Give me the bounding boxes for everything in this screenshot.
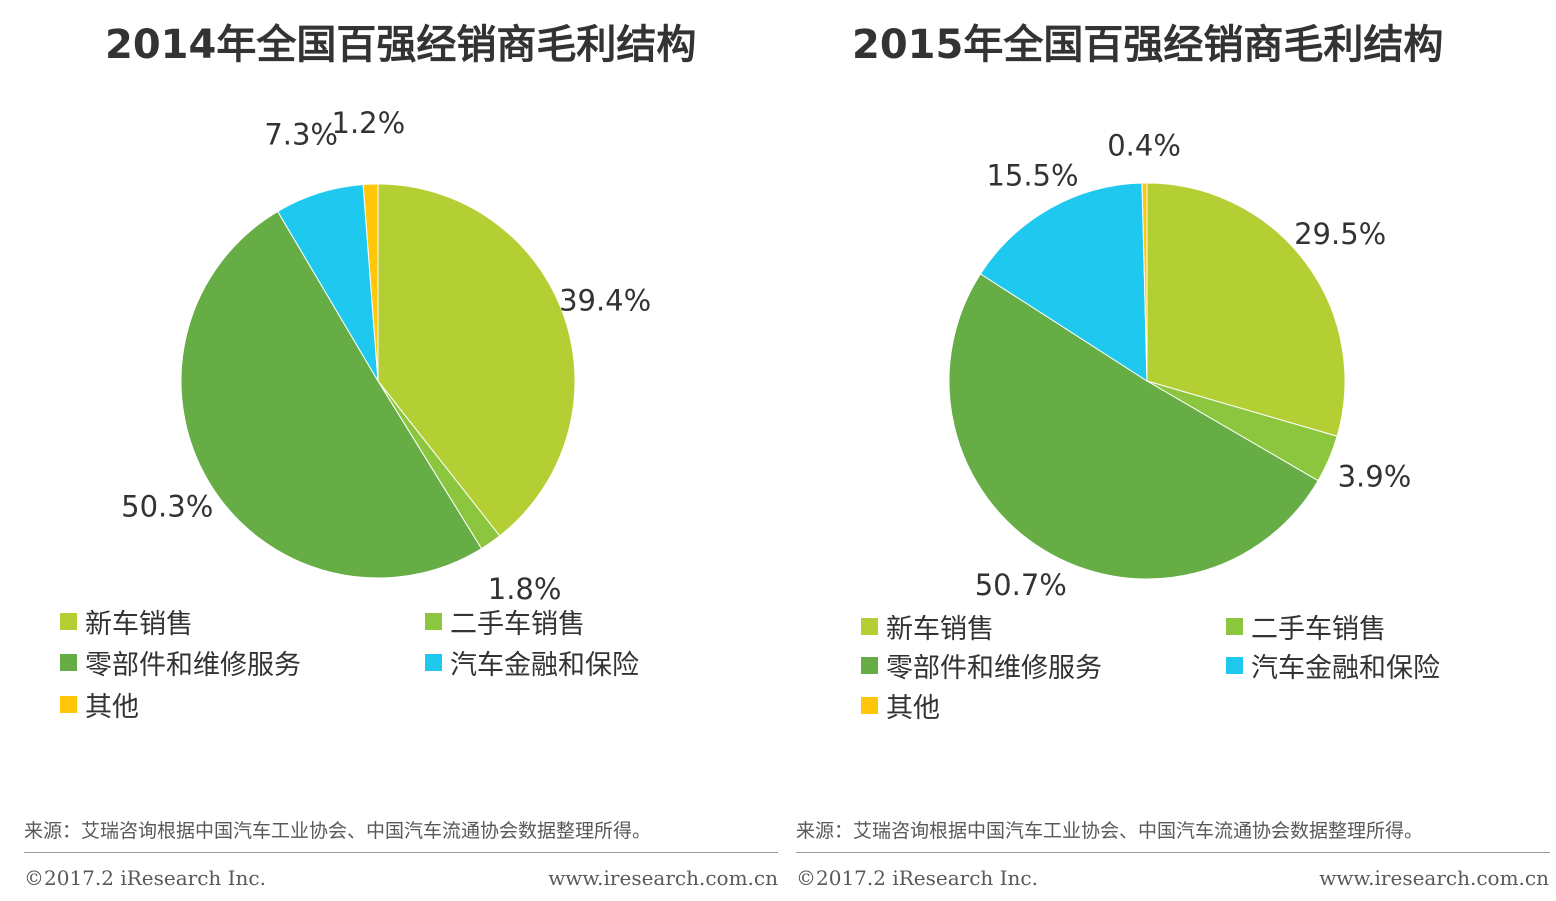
chart-title: 2014年全国百强经销商毛利结构: [105, 22, 697, 68]
legend-swatch: [425, 654, 442, 671]
chart-panel-2015: 2015年全国百强经销商毛利结构 29.5% 3.9% 50.7% 15.5% 0.4%…: [778, 0, 1556, 901]
pie-chart-2014: 39.4% 1.8% 50.3% 7.3%1.2%: [121, 106, 651, 606]
legend-item-new-car: 新车销售: [60, 602, 193, 641]
legend-item-new-car: 新车销售: [861, 607, 994, 646]
legend-swatch: [425, 613, 442, 630]
legend-swatch: [60, 696, 77, 713]
data-label: 29.5%: [1294, 217, 1386, 251]
legend-item-parts-service: 零部件和维修服务: [60, 643, 301, 682]
legend-label: 二手车销售: [1251, 614, 1386, 645]
divider: [24, 852, 778, 853]
data-label: 39.4%: [559, 283, 651, 317]
slice-other: [362, 183, 379, 382]
copyright: ©2017.2 iResearch Inc.: [796, 866, 1038, 890]
data-label: 1.8%: [488, 572, 562, 606]
legend-item-used-car: 二手车销售: [425, 602, 585, 641]
legend-label: 其他: [886, 693, 940, 724]
legend-label: 新车销售: [886, 614, 994, 645]
slice-other: [1141, 182, 1148, 382]
legend-item-used-car: 二手车销售: [1226, 607, 1386, 646]
divider: [796, 852, 1550, 853]
legend-swatch: [861, 657, 878, 674]
legend-label: 汽车金融和保险: [450, 650, 639, 681]
slice-new-car: [377, 183, 576, 537]
chart-title: 2015年全国百强经销商毛利结构: [852, 22, 1444, 68]
legend-label: 二手车销售: [450, 609, 585, 640]
legend-label: 汽车金融和保险: [1251, 653, 1440, 684]
legend-swatch: [60, 613, 77, 630]
legend-label: 其他: [85, 692, 139, 723]
legend-swatch: [861, 618, 878, 635]
chart-panel-2014: 2014年全国百强经销商毛利结构 39.4% 1.8% 50.3% 7.3% 1.2% …: [24, 22, 778, 890]
legend-label: 零部件和维修服务: [886, 653, 1102, 684]
data-label: 0.4%: [1107, 128, 1181, 162]
slice-parts-service: [180, 210, 483, 579]
legend-item-finance-insurance: 汽车金融和保险: [1226, 646, 1440, 685]
legend-swatch: [861, 697, 878, 714]
data-label: 1.2%: [332, 106, 406, 140]
slice-finance-insurance: [979, 182, 1148, 382]
data-label: 3.9%: [1338, 460, 1412, 494]
legend-swatch: [1226, 657, 1243, 674]
legend-item-other: 其他: [60, 685, 139, 724]
slice-parts-service: [948, 273, 1319, 580]
legend-label: 零部件和维修服务: [85, 650, 301, 681]
data-label: 50.7%: [975, 568, 1067, 602]
copyright: ©2017.2 iResearch Inc.: [24, 866, 266, 890]
legend-swatch: [1226, 618, 1243, 635]
legend-label: 新车销售: [85, 609, 193, 640]
legend-item-finance-insurance: 汽车金融和保险: [425, 643, 639, 682]
legend-item-other: 其他: [861, 686, 940, 725]
data-label: 50.3%: [121, 489, 213, 523]
data-label: 15.5%: [986, 158, 1078, 192]
legend-item-parts-service: 零部件和维修服务: [861, 646, 1102, 685]
website-link[interactable]: www.iresearch.com.cn: [1319, 866, 1549, 890]
source-note: 来源：艾瑞咨询根据中国汽车工业协会、中国汽车流通协会数据整理所得。: [796, 820, 1424, 842]
data-label: 7.3%: [264, 118, 338, 152]
slice-new-car: [1146, 182, 1346, 437]
pie-chart-2015: 29.5% 3.9% 50.7% 15.5% 0.4%: [948, 128, 1412, 602]
source-note: 来源：艾瑞咨询根据中国汽车工业协会、中国汽车流通协会数据整理所得。: [24, 820, 652, 842]
legend-swatch: [60, 654, 77, 671]
website-link[interactable]: www.iresearch.com.cn: [548, 866, 778, 890]
